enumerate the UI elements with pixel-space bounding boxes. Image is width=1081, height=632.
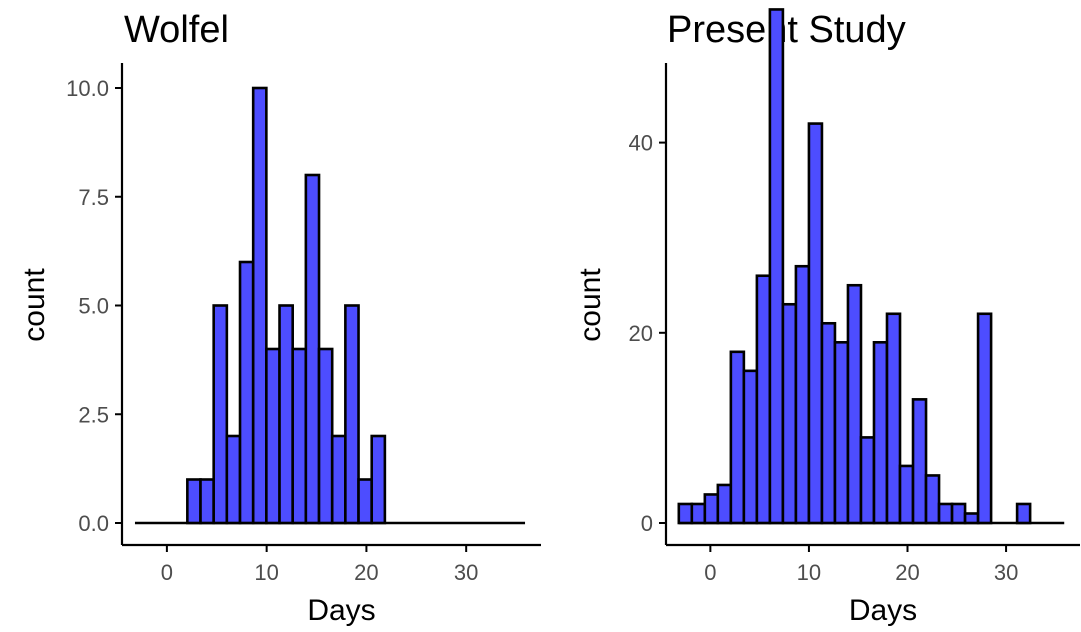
histogram-bar bbox=[820, 321, 837, 525]
y-tick-label: 7.5 bbox=[78, 185, 109, 210]
histogram-bar bbox=[976, 312, 993, 525]
x-tick-label: 20 bbox=[354, 560, 378, 585]
x-tick-label: 30 bbox=[454, 560, 478, 585]
y-tick-label: 5.0 bbox=[78, 294, 109, 319]
histogram-bar bbox=[278, 304, 294, 525]
histogram-bar bbox=[924, 474, 941, 525]
y-axis-label: count bbox=[18, 268, 51, 342]
chart-title: Wolfel bbox=[124, 9, 229, 51]
histogram-bar bbox=[950, 502, 967, 525]
histogram-bar bbox=[690, 502, 707, 525]
x-axis-label: Days bbox=[849, 594, 917, 627]
x-axis-label: Days bbox=[307, 594, 375, 627]
histogram-bar bbox=[781, 302, 798, 525]
histogram-bar bbox=[304, 173, 321, 525]
histogram-bar bbox=[344, 304, 360, 525]
histogram-bar bbox=[937, 502, 954, 525]
y-tick-label: 40 bbox=[629, 131, 653, 156]
histogram-bar bbox=[963, 512, 980, 525]
y-tick-label: 0.0 bbox=[78, 511, 109, 536]
histogram-bar bbox=[846, 283, 863, 525]
x-tick-label: 10 bbox=[797, 560, 821, 585]
histogram-bar bbox=[265, 347, 281, 525]
histogram-bar bbox=[212, 304, 229, 525]
histogram-bar bbox=[251, 86, 268, 525]
histogram-bar bbox=[238, 260, 255, 525]
y-tick-label: 2.5 bbox=[78, 402, 109, 427]
y-tick-label: 10.0 bbox=[66, 76, 109, 101]
histogram-bar bbox=[199, 478, 215, 525]
histogram-bar bbox=[703, 493, 720, 525]
y-tick-label: 0 bbox=[641, 511, 653, 536]
histogram-panel-wolfel: Wolfel 0 10 20 30 0.0 2.5 5.0 7.5 10.0 Days count bbox=[18, 9, 541, 627]
histogram-bar bbox=[370, 434, 387, 525]
histogram-bar bbox=[357, 478, 374, 525]
y-axis-label: count bbox=[574, 268, 607, 342]
histogram-bar bbox=[794, 264, 811, 525]
x-tick-label: 0 bbox=[161, 560, 173, 585]
histogram-bar bbox=[330, 434, 347, 525]
histogram-bar bbox=[317, 347, 334, 525]
histogram-bar bbox=[742, 369, 759, 525]
histogram-bar bbox=[885, 312, 902, 525]
x-tick-label: 10 bbox=[254, 560, 278, 585]
histogram-bar bbox=[291, 347, 308, 525]
histogram-bar bbox=[768, 8, 785, 525]
histogram-bar bbox=[225, 434, 242, 525]
histogram-bar bbox=[729, 350, 746, 525]
x-tick-label: 30 bbox=[994, 560, 1018, 585]
histogram-bar bbox=[859, 436, 876, 525]
histogram-bar bbox=[872, 341, 889, 525]
histogram-bar bbox=[911, 398, 928, 525]
histogram-panel-present-study: Present Study 0 10 20 30 0 20 40 Days count bbox=[574, 8, 1080, 627]
chart-title: Present Study bbox=[667, 9, 906, 51]
histogram-bar bbox=[1015, 502, 1032, 525]
histogram-bar bbox=[833, 341, 850, 525]
y-tick-label: 20 bbox=[629, 321, 653, 346]
histogram-bar bbox=[807, 122, 824, 525]
histogram-bar bbox=[898, 464, 915, 525]
histogram-bar bbox=[716, 483, 733, 525]
x-tick-label: 20 bbox=[895, 560, 919, 585]
histogram-bar bbox=[677, 502, 694, 525]
x-tick-label: 0 bbox=[704, 560, 716, 585]
histogram-bar bbox=[755, 274, 772, 525]
histogram-bar bbox=[186, 478, 202, 525]
